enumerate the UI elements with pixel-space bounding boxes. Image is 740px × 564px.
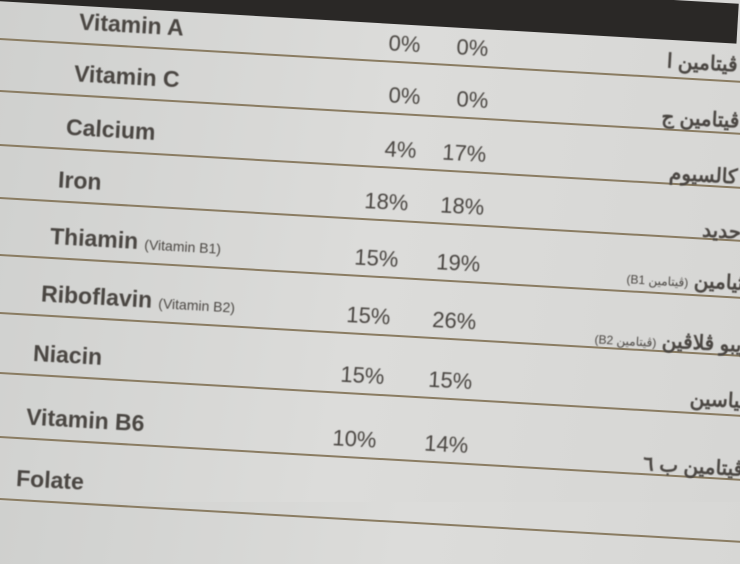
daily-value-2 — [395, 491, 465, 495]
daily-value-1: 10% — [331, 425, 378, 453]
daily-value-1: 15% — [345, 302, 392, 330]
daily-value-2: 14% — [423, 430, 469, 459]
nutrient-name-text: Folate — [15, 464, 85, 495]
daily-value-2: 0% — [455, 86, 489, 114]
nutrient-name-text: Iron — [57, 166, 103, 195]
nutrient-name: Iron — [57, 166, 102, 195]
arabic-name-text: كالسيوم — [668, 162, 738, 189]
daily-value-2: 15% — [427, 366, 473, 395]
nutrient-name-text: Calcium — [65, 113, 157, 145]
arabic-name-text: ثيامين — [693, 270, 740, 295]
daily-value-2: 18% — [439, 192, 485, 220]
daily-value-2: 0% — [455, 34, 489, 62]
arabic-name-text: حديد — [701, 219, 740, 244]
arabic-name-text: ڤيتامين ج — [660, 106, 740, 133]
daily-value-1: 15% — [353, 244, 400, 272]
nutrient-name-text: Vitamin B6 — [25, 403, 146, 437]
nutrient-name-text: Riboflavin — [40, 280, 153, 313]
nutrient-name-text: Niacin — [32, 339, 103, 370]
daily-value-1: 18% — [363, 188, 410, 216]
nutrient-subtitle: (Vitamin B1) — [143, 236, 222, 257]
arabic-name: نياسين — [689, 386, 740, 414]
nutrient-name: Folate — [15, 465, 84, 496]
arabic-name-text: ڤيتامين ب ٦ — [642, 453, 740, 481]
arabic-name-text: ريبو ڤلاڤين — [661, 330, 740, 358]
daily-value-1: 4% — [383, 136, 418, 164]
daily-value-1 — [299, 485, 369, 489]
arabic-name: ريبو ڤلاڤين (ڤيتامين B2) — [594, 324, 740, 358]
arabic-subtitle: (ڤيتامين B1) — [626, 272, 689, 290]
arabic-name-text: ڤيتامين ا — [666, 50, 739, 77]
arabic-name: كالسيوم — [668, 161, 738, 190]
nutrient-name: Niacin — [32, 340, 102, 371]
nutrient-name: Vitamin B6 — [25, 404, 145, 438]
arabic-name: ڤيتامين ب ٦ — [642, 451, 740, 482]
daily-value-2: 26% — [431, 306, 477, 335]
nutrient-name-text: Vitamin A — [78, 8, 185, 41]
arabic-name-text: نياسين — [689, 387, 740, 414]
nutrient-name-text: Thiamin — [49, 222, 139, 254]
nutrient-name: Vitamin A — [78, 9, 184, 42]
nutrient-name: Vitamin C — [73, 60, 180, 93]
nutrient-subtitle: (Vitamin B2) — [157, 295, 236, 316]
nutrient-name: Calcium — [65, 114, 156, 146]
arabic-subtitle: (ڤيتامين B2) — [594, 332, 657, 350]
daily-value-2: 19% — [435, 249, 481, 277]
row-divider — [0, 497, 740, 544]
daily-value-2: 17% — [441, 139, 487, 168]
daily-value-1: 0% — [387, 82, 422, 110]
daily-value-1: 15% — [339, 361, 386, 390]
daily-value-1: 0% — [387, 30, 422, 58]
arabic-name: ڤيتامين ج — [661, 104, 740, 133]
arabic-name: حديد — [702, 218, 740, 245]
arabic-name: ڤيتامين ا — [666, 49, 738, 78]
nutrient-name-text: Vitamin C — [73, 60, 181, 93]
